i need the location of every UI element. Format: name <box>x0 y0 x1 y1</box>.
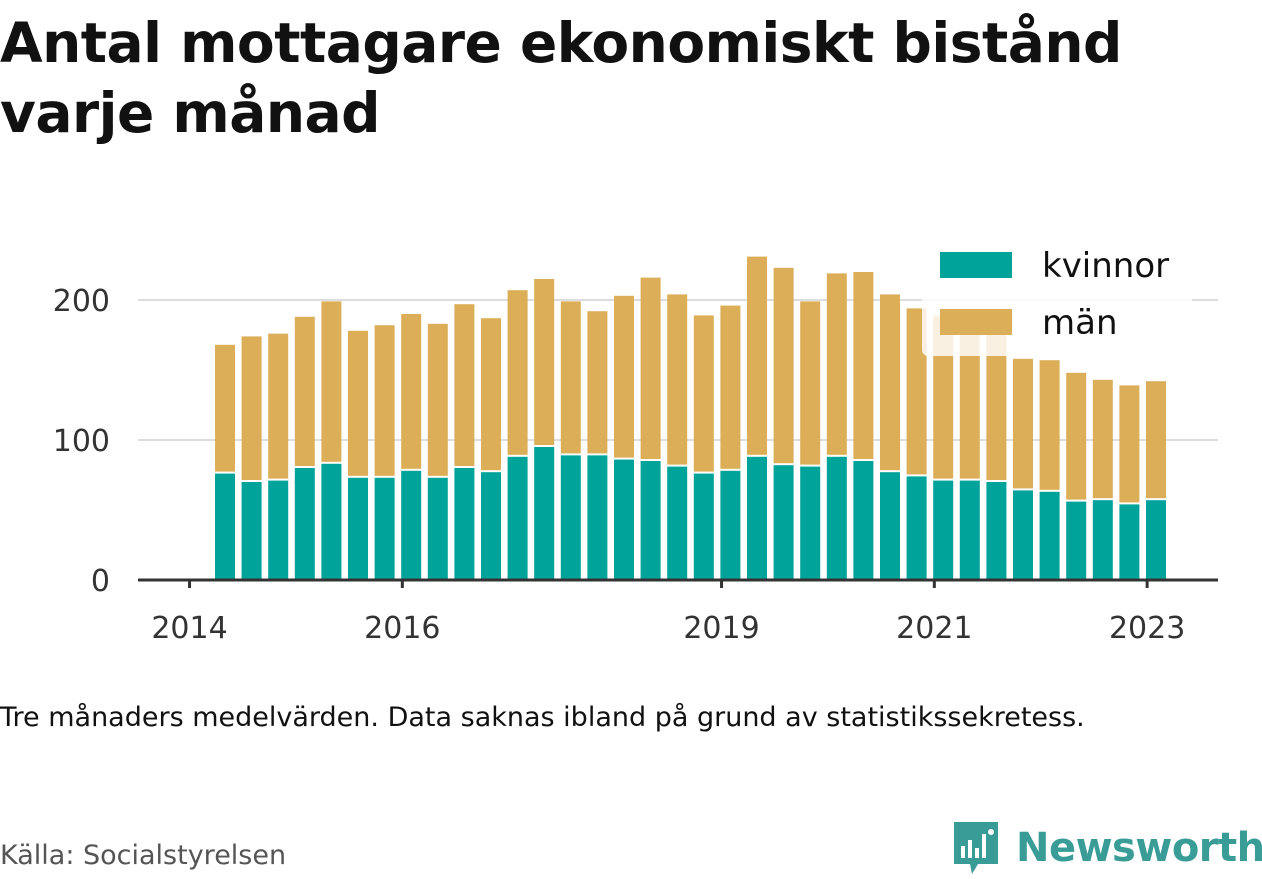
bar-man <box>348 330 368 476</box>
bar-man <box>906 308 927 475</box>
bar-man <box>507 290 528 455</box>
bar-man <box>294 316 315 466</box>
bar-kvinnor <box>1066 501 1087 580</box>
bar-man <box>427 323 448 476</box>
bar-man <box>826 273 847 455</box>
bar-man <box>1146 381 1166 499</box>
y-tick-label: 200 <box>53 284 110 319</box>
bar-man <box>1013 358 1033 489</box>
bar-kvinnor <box>986 482 1007 580</box>
x-tick-label: 2019 <box>683 611 759 646</box>
bar-kvinnor <box>294 468 315 580</box>
y-tick-label: 0 <box>91 564 110 599</box>
bar-man <box>215 344 235 472</box>
bar-kvinnor <box>1092 500 1113 580</box>
x-tick-label: 2021 <box>896 611 972 646</box>
x-tick-label: 2016 <box>364 611 440 646</box>
bar-kvinnor <box>773 465 794 580</box>
bar-kvinnor <box>268 480 289 580</box>
bar-man <box>640 277 661 459</box>
bar-kvinnor <box>959 480 980 580</box>
bar-man <box>720 305 741 469</box>
bar-kvinnor <box>454 468 475 580</box>
source-label: Källa: Socialstyrelsen <box>0 840 287 871</box>
bar-man <box>534 279 555 445</box>
legend-swatch <box>940 309 1012 335</box>
bar-kvinnor <box>614 459 634 580</box>
bar-kvinnor <box>348 477 368 580</box>
legend-swatch <box>940 252 1012 278</box>
bars <box>215 256 1166 580</box>
legend-label: män <box>1042 303 1118 343</box>
bar-man <box>693 315 714 472</box>
bar-kvinnor <box>667 466 688 580</box>
bar-kvinnor <box>640 461 661 580</box>
bar-kvinnor <box>1039 491 1060 580</box>
x-tick-label: 2014 <box>151 611 227 646</box>
bar-man <box>773 267 794 464</box>
bar-kvinnor <box>481 472 501 580</box>
bar-kvinnor <box>1119 504 1140 580</box>
bar-man <box>880 294 900 471</box>
axes: 0 100 200 2014 2016 2019 2021 2023 <box>53 284 1218 646</box>
bar-man <box>1092 379 1113 499</box>
bar-man <box>959 315 980 479</box>
bar-kvinnor <box>215 473 235 580</box>
bar-man <box>986 316 1007 480</box>
bar-kvinnor <box>693 473 714 580</box>
chart-title: Antal mottagare ekonomiskt bistånd varje… <box>0 11 1122 145</box>
bar-man <box>374 325 395 476</box>
bar-man <box>241 336 262 480</box>
bar-kvinnor <box>587 455 608 580</box>
bar-kvinnor <box>853 461 874 580</box>
bar-kvinnor <box>826 456 847 580</box>
bar-man <box>1119 385 1140 503</box>
bar-man <box>481 318 501 471</box>
bar-kvinnor <box>374 477 395 580</box>
bar-kvinnor <box>1146 500 1166 580</box>
bar-kvinnor <box>906 476 927 580</box>
bar-man <box>614 295 634 458</box>
bar-man <box>933 315 954 479</box>
bar-man <box>800 301 821 465</box>
bar-man <box>747 256 767 455</box>
bar-kvinnor <box>720 470 741 580</box>
x-tick-label: 2023 <box>1109 611 1185 646</box>
bar-kvinnor <box>241 482 262 580</box>
bar-kvinnor <box>1013 490 1033 580</box>
bar-kvinnor <box>427 477 448 580</box>
bar-kvinnor <box>747 456 767 580</box>
bar-man <box>587 311 608 454</box>
brand-name: Newsworthy <box>1016 825 1262 871</box>
bar-man <box>401 314 422 469</box>
bar-man <box>454 304 475 466</box>
bar-kvinnor <box>321 463 342 580</box>
brand-logo: Newsworthy <box>950 818 1262 878</box>
bar-kvinnor <box>534 447 555 580</box>
bar-man <box>667 294 688 465</box>
bar-man <box>1039 360 1060 490</box>
newsworthy-logo-icon <box>954 822 998 874</box>
bar-man <box>1066 372 1087 500</box>
bar-kvinnor <box>800 466 821 580</box>
bar-kvinnor <box>560 455 581 580</box>
bar-man <box>321 301 342 462</box>
bar-kvinnor <box>401 470 422 580</box>
legend-label: kvinnor <box>1042 246 1169 286</box>
bar-man <box>853 272 874 459</box>
bar-man <box>560 301 581 454</box>
chart-note: Tre månaders medelvärden. Data saknas ib… <box>0 702 1085 733</box>
bar-kvinnor <box>507 456 528 580</box>
stacked-bar-chart: 0 100 200 2014 2016 2019 2021 2023 kvinnor män <box>52 238 1218 646</box>
bar-man <box>268 333 289 479</box>
y-tick-label: 100 <box>53 424 110 459</box>
bar-kvinnor <box>880 472 900 580</box>
bar-kvinnor <box>933 480 954 580</box>
legend: kvinnor män <box>922 238 1192 356</box>
